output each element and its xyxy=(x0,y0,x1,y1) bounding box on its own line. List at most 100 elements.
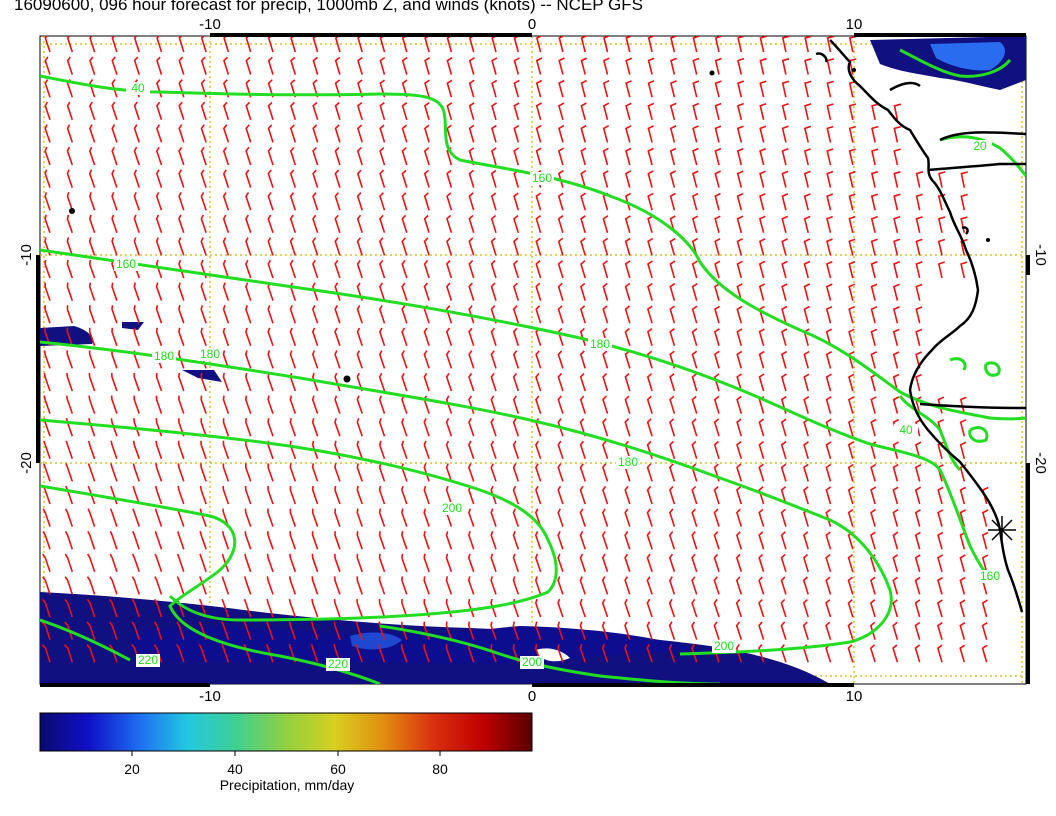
wind-barb xyxy=(914,441,922,460)
wind-barb xyxy=(892,531,899,550)
contour-label: 180 xyxy=(200,347,220,361)
wind-barb xyxy=(89,36,96,53)
wind-barb xyxy=(289,169,297,188)
wind-barb xyxy=(222,395,230,414)
wind-barb xyxy=(88,192,96,211)
wind-barb xyxy=(334,124,341,143)
wind-barb xyxy=(222,169,230,188)
wind-barb xyxy=(401,350,408,369)
wind-barb xyxy=(490,260,497,279)
wind-barb xyxy=(490,305,497,324)
wind-barb xyxy=(222,192,230,211)
wind-barb xyxy=(424,57,431,75)
wind-barb xyxy=(512,260,520,279)
wind-barb xyxy=(445,418,453,437)
right-tick-bar-1 xyxy=(1026,255,1030,275)
wind-barb xyxy=(602,350,609,369)
wind-barb xyxy=(915,328,923,346)
wind-barb xyxy=(223,36,230,53)
wind-barb xyxy=(557,395,564,414)
wind-barb xyxy=(44,79,51,98)
wind-barb xyxy=(245,192,252,211)
wind-barb xyxy=(512,418,520,437)
wind-barb xyxy=(692,170,699,188)
wind-barb xyxy=(267,463,274,482)
wind-barb xyxy=(468,350,475,369)
wind-barb xyxy=(446,102,453,121)
wind-barb xyxy=(937,486,944,505)
wind-barb xyxy=(378,395,386,414)
wind-barb xyxy=(378,531,386,550)
wind-barb xyxy=(42,531,51,550)
wind-barb xyxy=(178,237,185,256)
wind-barb xyxy=(758,644,765,663)
wind-barb xyxy=(914,554,921,573)
wind-barb xyxy=(133,191,140,211)
wind-barb xyxy=(290,79,297,98)
wind-barb xyxy=(132,485,140,505)
contour-line-1 xyxy=(40,74,1026,421)
contour-label: 40 xyxy=(899,423,913,437)
wind-barb xyxy=(379,214,386,234)
wind-barb xyxy=(111,146,118,166)
wind-barb xyxy=(601,508,609,527)
wind-barb xyxy=(445,485,453,505)
island-2 xyxy=(961,226,969,235)
wind-barb xyxy=(311,440,319,460)
wind-barb xyxy=(714,36,723,53)
wind-barb xyxy=(356,418,363,437)
contour-label-background xyxy=(978,570,1002,583)
wind-barb xyxy=(691,418,698,437)
wind-barb xyxy=(445,644,453,663)
wind-barb xyxy=(87,485,96,505)
contour-line-12 xyxy=(984,361,1001,377)
contour-label-background xyxy=(894,424,918,437)
wind-barb xyxy=(936,644,943,663)
wind-barb xyxy=(131,576,140,595)
wind-barb xyxy=(624,598,631,618)
wind-barb xyxy=(668,644,676,663)
wind-barb xyxy=(691,350,698,369)
wind-barb xyxy=(378,553,386,573)
wind-barb xyxy=(915,193,923,211)
wind-barb xyxy=(401,169,408,188)
wind-barb xyxy=(109,530,118,550)
wind-barb xyxy=(892,576,899,595)
wind-barb xyxy=(401,440,408,460)
wind-barb xyxy=(154,485,163,505)
wind-barb xyxy=(893,216,901,233)
wind-barb xyxy=(88,418,96,437)
wind-barb xyxy=(870,306,878,324)
wind-barb xyxy=(893,125,901,143)
wind-barb xyxy=(870,531,876,550)
wind-barb xyxy=(153,598,163,618)
wind-barb xyxy=(356,621,363,640)
wind-barb xyxy=(88,169,96,188)
wind-barb xyxy=(289,192,297,211)
wind-barb xyxy=(64,508,74,527)
wind-barb xyxy=(222,485,230,505)
wind-barb xyxy=(311,531,319,550)
contour-label: 180 xyxy=(618,455,638,469)
wind-barb xyxy=(825,486,832,505)
wind-barb xyxy=(892,283,900,301)
precip-core xyxy=(350,632,402,650)
wind-barb xyxy=(803,486,809,505)
wind-barb xyxy=(178,305,185,324)
wind-barb xyxy=(133,214,140,234)
wind-barb xyxy=(535,305,542,324)
wind-barb xyxy=(625,80,632,98)
wind-barb xyxy=(333,621,341,640)
wind-barb xyxy=(647,125,654,143)
wind-barb xyxy=(579,508,586,527)
wind-barb xyxy=(535,147,542,166)
wind-barb xyxy=(625,125,632,143)
wind-barb xyxy=(624,305,631,324)
wind-barb xyxy=(423,463,430,482)
wind-barbs xyxy=(41,36,989,663)
wind-barb xyxy=(647,36,655,53)
wind-barb xyxy=(848,260,856,279)
wind-barb xyxy=(334,418,341,437)
wind-barb xyxy=(88,327,96,347)
wind-barb xyxy=(446,237,453,256)
